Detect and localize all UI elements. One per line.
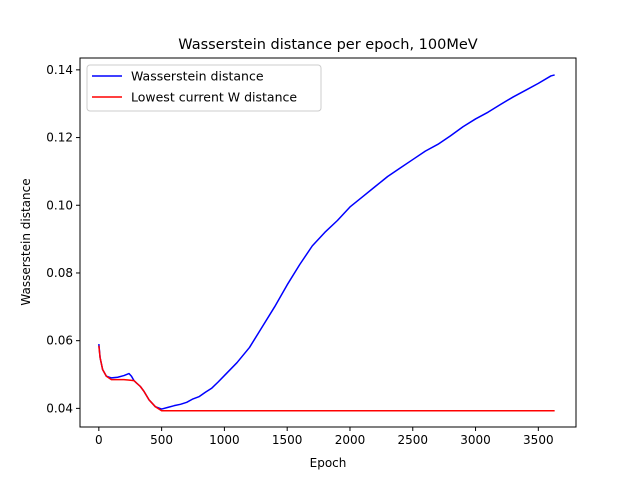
x-tick-label: 1500 <box>272 433 303 447</box>
chart-title: Wasserstein distance per epoch, 100MeV <box>178 37 478 53</box>
y-tick-label: 0.14 <box>46 63 73 77</box>
y-tick-label: 0.08 <box>46 266 73 280</box>
plot-lines <box>98 74 555 412</box>
y-tick-label: 0.12 <box>46 131 73 145</box>
y-tick-label: 0.10 <box>46 198 73 212</box>
legend-box <box>86 64 322 112</box>
y-axis: 0.04 0.06 0.08 0.10 0.12 0.14 <box>46 63 80 415</box>
x-axis-label: Epoch <box>310 456 347 470</box>
legend: Wasserstein distance Lowest current W di… <box>86 64 322 112</box>
x-tick-label: 3000 <box>460 433 491 447</box>
x-tick-label: 1000 <box>209 433 240 447</box>
y-tick-label: 0.06 <box>46 334 73 348</box>
y-axis-label: Wasserstein distance <box>19 178 33 305</box>
x-tick-label: 2500 <box>397 433 428 447</box>
x-tick-label: 500 <box>150 433 173 447</box>
legend-label-lowest: Lowest current W distance <box>131 90 297 105</box>
series-line-1 <box>98 345 555 412</box>
x-tick-label: 3500 <box>523 433 554 447</box>
series-line-0 <box>98 74 555 410</box>
y-tick-label: 0.04 <box>46 401 73 415</box>
plot-frame <box>79 57 577 428</box>
x-tick-label: 2000 <box>335 433 366 447</box>
legend-label-wasserstein: Wasserstein distance <box>131 69 264 84</box>
x-tick-label: 0 <box>95 433 103 447</box>
x-axis: 0 500 1000 1500 2000 2500 3000 3500 <box>95 427 554 447</box>
